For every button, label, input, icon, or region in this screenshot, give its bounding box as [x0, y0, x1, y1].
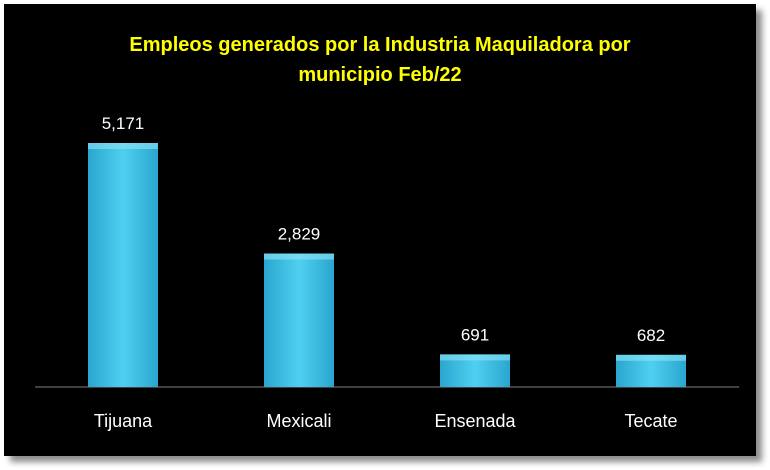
bar-chart: 5,171 Tijuana 2,829 Mexicali 691 Ensenada 682 T…: [35, 114, 739, 431]
data-label-tijuana: 5,171: [102, 114, 145, 133]
chart-title-line2: municipio Feb/22: [298, 64, 462, 86]
data-label-ensenada: 691: [461, 325, 489, 344]
x-tick-label-ensenada: Ensenada: [434, 411, 516, 431]
chart-title: Empleos generados por la Industria Maqui…: [4, 30, 756, 90]
x-tick-label-mexicali: Mexicali: [266, 411, 331, 431]
x-tick-label-tijuana: Tijuana: [94, 411, 153, 431]
data-label-tecate: 682: [637, 326, 665, 345]
bar-bevel-tecate: [616, 354, 686, 361]
bar-mexicali: [264, 253, 334, 387]
bar-bevel-tijuana: [88, 143, 158, 149]
chart-title-line1: Empleos generados por la Industria Maqui…: [129, 34, 631, 56]
bar-bevel-mexicali: [264, 253, 334, 260]
bar-tijuana: [88, 143, 158, 387]
bar-bevel-ensenada: [440, 354, 510, 361]
data-label-mexicali: 2,829: [278, 225, 321, 244]
x-tick-label-tecate: Tecate: [624, 411, 677, 431]
chart-frame: Empleos generados por la Industria Maqui…: [4, 4, 756, 456]
